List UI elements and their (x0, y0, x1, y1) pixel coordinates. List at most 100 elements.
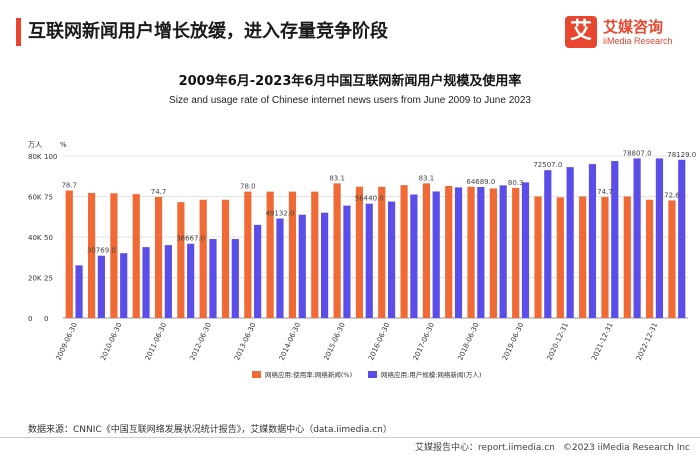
iimedia-logo: 艾 艾媒咨询 iiMedia Research (565, 14, 690, 54)
usage-rate-bar (445, 185, 453, 318)
user-scale-bar (655, 158, 664, 318)
data-label: 30769.0 (87, 247, 116, 255)
user-scale-bar (544, 170, 552, 318)
footer: 艾媒报告中心：report.iimedia.cn ©2023 iiMedia Re… (330, 440, 690, 453)
usage-rate-bar (668, 200, 676, 318)
usage-rate-bar (110, 193, 118, 318)
usage-rate-bar (311, 191, 319, 318)
usage-rate-bar (601, 196, 609, 318)
user-scale-bar (521, 182, 530, 318)
user-scale-bar (343, 205, 351, 318)
usage-rate-bar (646, 199, 654, 318)
x-tick-label: 2010-06-30 (99, 321, 123, 361)
footer-divider (0, 437, 700, 438)
data-label: 72.6 (664, 191, 680, 199)
user-scale-bar (298, 214, 306, 318)
logo-subtitle: iiMedia Research (603, 36, 673, 46)
data-source-note: 数据来源：CNNIC《中国互联网络发展状况统计报告》，艾媒数据中心（data.i… (28, 425, 392, 435)
x-tick-label: 2013-06-30 (233, 321, 257, 361)
usage-rate-bar (467, 186, 475, 318)
x-tick-label: 2009-06-30 (55, 321, 79, 361)
user-scale-bar (588, 164, 597, 318)
usage-rate-bar (244, 191, 252, 318)
usage-rate-bar (623, 196, 631, 318)
x-tick-label: 2020-12-31 (546, 321, 570, 361)
data-label: 78807.0 (623, 149, 652, 157)
user-scale-bar (164, 245, 172, 318)
user-scale-bar (254, 224, 262, 318)
usage-rate-bar (221, 199, 230, 318)
user-scale-bar (678, 159, 686, 318)
usage-rate-bar (378, 186, 386, 318)
x-tick-label: 2012-06-30 (188, 321, 212, 361)
user-scale-bar (387, 201, 396, 318)
logo-name: 艾媒咨询 (603, 18, 664, 36)
usage-rate-bar (534, 196, 542, 318)
left-axis-tick-label: 80K (28, 153, 42, 161)
user-scale-bar (477, 187, 485, 318)
x-tick-label: 2011-06-30 (144, 321, 168, 361)
user-scale-bar (432, 191, 440, 318)
user-scale-bar (120, 253, 128, 318)
data-label: 72507.0 (533, 161, 562, 169)
user-scale-bar (142, 247, 150, 318)
x-tick-label: 2022-12-31 (635, 321, 659, 361)
data-label: 78.0 (240, 183, 256, 191)
x-tick-label: 2015-06-30 (322, 321, 346, 361)
user-scale-bar (320, 212, 329, 318)
footer-copyright: ©2023 iiMedia Research Inc (562, 443, 690, 453)
x-tick-label: 2014-06-30 (278, 321, 302, 361)
user-scale-bar (187, 243, 195, 318)
user-scale-bar (75, 265, 83, 318)
usage-rate-bar (65, 190, 73, 318)
right-axis-tick-label: 50 (44, 234, 53, 242)
left-axis-tick-label: 40K (28, 234, 42, 242)
usage-rate-bar (87, 192, 96, 318)
data-label: 74.7 (597, 188, 613, 196)
legend-label-usage-rate: 网络应用:使用率:网络新闻(%) (265, 370, 352, 379)
data-label: 49132.0 (265, 210, 294, 218)
right-axis-tick-label: 100 (44, 153, 57, 161)
user-scale-bar (410, 194, 418, 318)
chart-title: 2009年6月-2023年6月中国互联网新闻用户规模及使用率 (178, 74, 522, 89)
left-axis-tick-label: 0 (28, 315, 32, 323)
right-axis-tick-label: 25 (44, 275, 53, 283)
user-scale-bar (209, 239, 217, 318)
user-scale-bar (611, 161, 619, 318)
right-axis-tick-label: 0 (44, 315, 48, 323)
data-label: 83.1 (419, 174, 435, 182)
usage-rate-bar (132, 194, 140, 318)
x-tick-label: 2019-06-30 (501, 321, 525, 361)
x-tick-label: 2021-12-31 (590, 321, 614, 361)
usage-rate-bar (355, 186, 364, 318)
right-axis-unit: % (60, 141, 67, 149)
usage-rate-bar (154, 196, 163, 318)
usage-rate-bar (266, 191, 274, 318)
left-axis-tick-label: 20K (28, 275, 42, 283)
left-axis-unit: 万人 (28, 141, 42, 149)
usage-rate-bar (556, 197, 564, 318)
data-label: 64689.0 (466, 178, 495, 186)
usage-rate-bar (400, 185, 408, 318)
user-scale-bar (97, 255, 105, 318)
headline-accent-bar (16, 18, 21, 46)
usage-rate-bar (288, 191, 297, 318)
data-label: 36667.0 (176, 235, 205, 243)
user-scale-bar (499, 185, 507, 318)
user-scale-bar (231, 239, 239, 318)
footer-report-center: 艾媒报告中心：report.iimedia.cn (414, 443, 555, 453)
left-axis-tick-label: 60K (28, 194, 42, 202)
usage-rate-bar (489, 188, 497, 318)
data-label: 78129.0 (667, 151, 696, 159)
user-scale-bar (566, 167, 574, 318)
data-label: 83.1 (329, 174, 345, 182)
legend-label-user-scale: 网络应用:用户规模:网络新闻(万人) (381, 370, 481, 379)
x-tick-label: 2017-06-30 (412, 321, 436, 361)
usage-rate-bar (199, 199, 207, 318)
user-scale-bar (276, 218, 284, 318)
logo-mark: 艾 (565, 16, 597, 48)
usage-rate-bar (422, 183, 431, 318)
data-label: 80.3 (508, 179, 524, 187)
user-scale-bar (454, 187, 463, 318)
